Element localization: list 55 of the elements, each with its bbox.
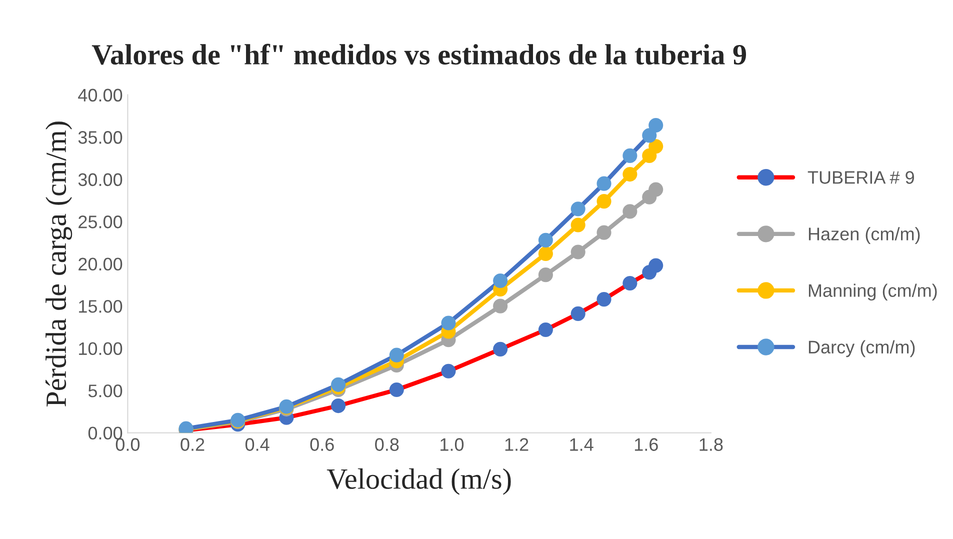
y-tick-label: 30.00 [78,173,122,186]
point [441,316,456,330]
point [570,306,586,321]
y-tick-label: 25.00 [78,216,122,228]
y-tick-label: 10.00 [79,342,122,356]
y-tick-label: 20.00 [78,258,122,271]
x-tick-label: 0.6 [310,438,334,451]
x-tick-label: 1.0 [440,438,464,451]
x-tick-label: 1.8 [700,438,723,451]
point [493,298,508,314]
point [538,232,553,248]
point [648,258,664,273]
point [570,202,586,216]
point [622,204,638,219]
legend-label: Manning (cm/m) [808,284,937,301]
point [538,268,553,282]
chart-title: Valores de "hf" medidos vs estimados de la tuberia 9 [92,44,746,65]
x-tick-label: 0.2 [180,438,204,451]
x-tick-label: 0.4 [245,438,270,451]
point [389,382,404,398]
point [622,167,638,182]
x-tick-label: 1.4 [570,438,594,451]
legend-label: Hazen (cm/m) [808,227,920,244]
legend-label: TUBERIA # 9 [808,171,914,184]
point [570,218,586,232]
x-axis-title: Velocidad (m/s) [326,468,511,495]
point [441,364,456,378]
y-tick-label: 40.00 [78,88,122,102]
y-axis-title: Pérdida de carga (cm/m) [46,122,72,406]
point [389,348,404,362]
point [596,194,612,209]
point [570,244,586,260]
point [648,139,664,154]
x-tick-label: 0.8 [375,438,399,451]
point [648,118,664,133]
point [493,342,508,356]
point [493,273,508,288]
point [538,246,553,261]
x-tick-label: 1.6 [634,438,658,451]
point [622,148,638,163]
y-tick-label: 35.00 [78,131,122,144]
y-tick-label: 0.00 [88,426,122,440]
y-tick-label: 5.00 [88,384,122,398]
legend-label: Darcy (cm/m) [808,340,915,358]
point [331,398,346,414]
point [642,128,657,143]
x-tick-label: 1.2 [505,438,528,451]
point [538,322,553,338]
point [622,276,638,291]
point [596,292,612,307]
point [648,182,664,197]
x-tick-label: 0.0 [116,438,140,451]
point [596,225,612,240]
point [596,176,612,191]
y-tick-label: 15.00 [79,300,122,313]
